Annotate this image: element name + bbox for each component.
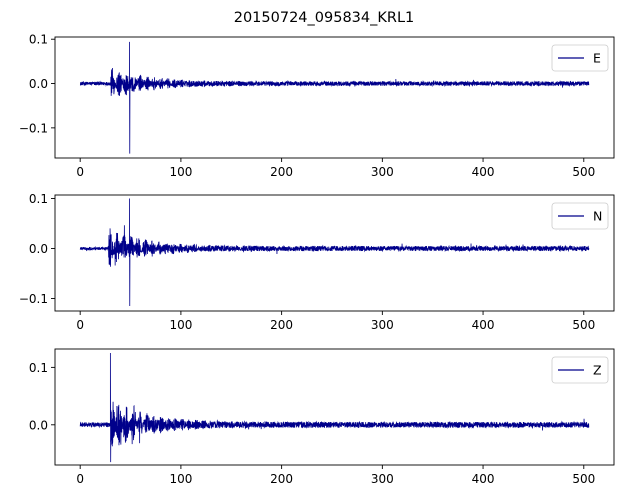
y-tick-label: −0.1 [19, 292, 48, 306]
y-tick-label: 0.0 [29, 418, 48, 432]
x-tick-label: 500 [572, 318, 595, 332]
x-tick-label: 400 [472, 318, 495, 332]
panel-e: 0 100 200 300 400 500 0.1 0.0 −0.1 E [19, 33, 615, 179]
y-tick-label: 0.0 [29, 242, 48, 256]
legend-label: N [593, 209, 602, 224]
x-tick-label: 200 [270, 472, 293, 486]
legend-label: E [593, 51, 601, 66]
x-tick-label: 200 [270, 165, 293, 179]
y-tick-label: 0.1 [29, 361, 48, 375]
x-tick-label: 500 [572, 165, 595, 179]
panel-z: 0 100 200 300 400 500 0.1 0.0 Z [29, 348, 615, 486]
axes-frame [54, 36, 615, 159]
x-tick-label: 200 [270, 318, 293, 332]
panel-n: 0 100 200 300 400 500 0.1 0.0 −0.1 N [19, 192, 615, 332]
x-tick-label: 300 [371, 165, 394, 179]
axes-frame [54, 194, 615, 312]
panels-group: 0 100 200 300 400 500 0.1 0.0 −0.1 E 0 100 200 300 400… [19, 33, 615, 486]
y-tick-label: 0.1 [29, 192, 48, 206]
x-tick-label: 400 [472, 165, 495, 179]
series-line-e [79, 41, 590, 154]
x-tick-label: 300 [371, 318, 394, 332]
x-tick-label: 0 [76, 165, 84, 179]
y-tick-label: 0.0 [29, 77, 48, 91]
x-tick-label: 100 [169, 472, 192, 486]
legend-label: Z [593, 363, 602, 378]
x-tick-label: 500 [572, 472, 595, 486]
x-tick-label: 0 [76, 472, 84, 486]
series-line-z [79, 353, 590, 463]
x-tick-label: 300 [371, 472, 394, 486]
chart-title: 20150724_095834_KRL1 [234, 10, 415, 26]
series-line-n [79, 198, 590, 307]
y-tick-label: −0.1 [19, 121, 48, 135]
axes-frame [54, 348, 615, 466]
y-tick-label: 0.1 [29, 33, 48, 47]
x-tick-label: 0 [76, 318, 84, 332]
x-tick-label: 100 [169, 165, 192, 179]
x-tick-label: 400 [472, 472, 495, 486]
x-tick-label: 100 [169, 318, 192, 332]
